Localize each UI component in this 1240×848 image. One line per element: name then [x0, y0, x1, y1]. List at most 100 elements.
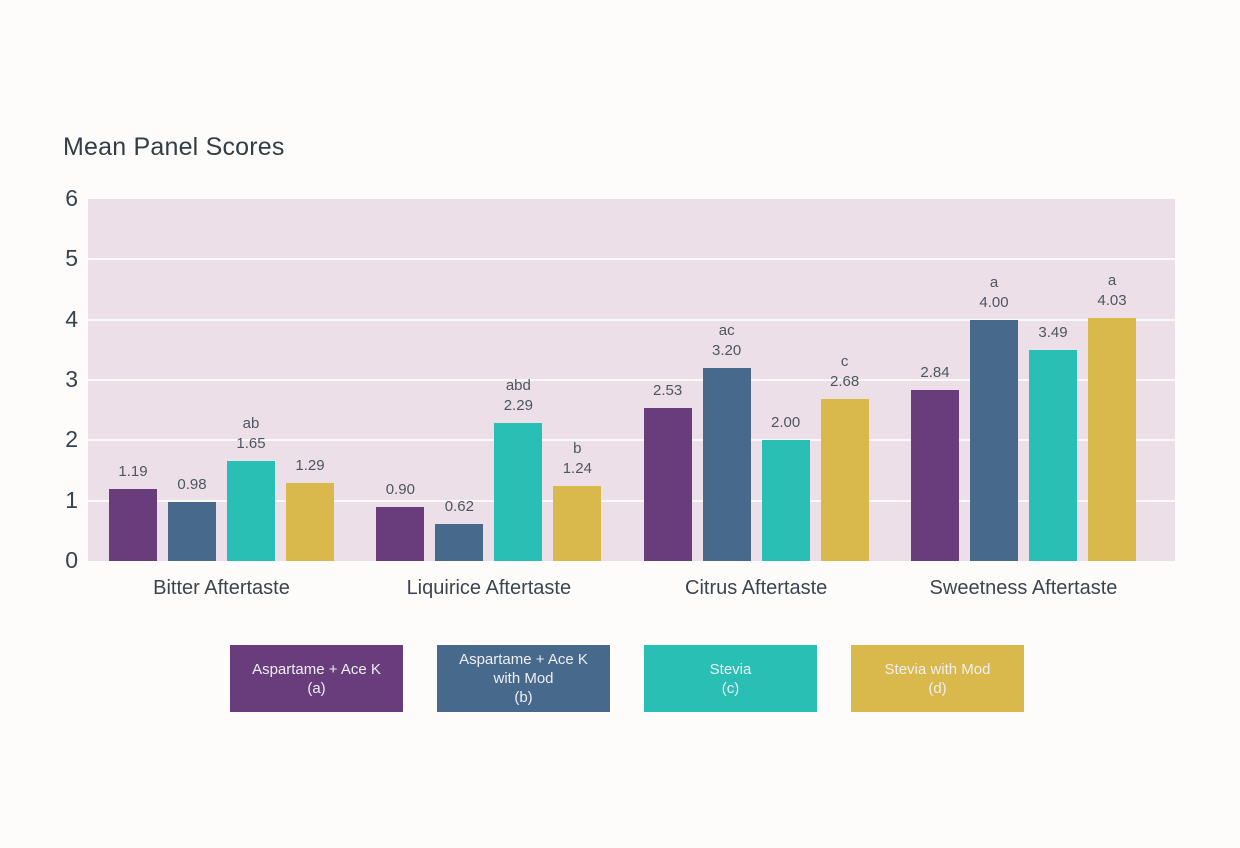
bar-value-label: ac 3.20 — [667, 321, 787, 361]
significance-letters: a — [989, 273, 999, 291]
significance-letters: b — [573, 440, 582, 458]
bar-value: 1.19 — [118, 463, 148, 481]
bar — [1087, 317, 1136, 561]
chart-title: Mean Panel Scores — [63, 133, 285, 161]
category-label: Sweetness Aftertaste — [929, 577, 1118, 599]
bar-slot: 3.49 — [1028, 324, 1077, 561]
y-tick-label: 1 — [65, 486, 78, 513]
y-tick-label: 5 — [65, 245, 78, 272]
bar-slot: 0.98 — [168, 476, 216, 561]
bar-slot: ac 3.20 — [702, 322, 751, 561]
bar-value-label: 2.53 — [608, 381, 728, 401]
legend-item-label: (d) — [928, 679, 947, 697]
bar-slot: 0.90 — [376, 481, 425, 561]
bar-value: 2.53 — [653, 382, 683, 400]
gridline — [88, 439, 1175, 442]
significance-letters: abd — [505, 376, 531, 394]
bar-slot: 0.62 — [435, 498, 484, 561]
significance-letters: ac — [718, 321, 735, 339]
bar-value: 1.65 — [236, 435, 266, 453]
significance-letters: a — [1107, 271, 1117, 289]
bar-value: 2.68 — [830, 373, 860, 391]
bar-slot: a 4.03 — [1087, 272, 1136, 561]
bar-value-label: b 1.24 — [517, 439, 637, 479]
legend-item-label: (c) — [721, 679, 740, 697]
bar-value-label: a 4.03 — [1052, 271, 1172, 311]
bar-value-label: a 4.00 — [934, 273, 1054, 313]
bar-value: 0.98 — [177, 475, 207, 493]
bar-value-label: 0.98 — [132, 475, 252, 495]
bar-value: 1.24 — [562, 460, 592, 478]
bar-slot: 2.84 — [910, 364, 959, 561]
legend-item-label: Stevia with Mod — [884, 660, 991, 678]
bar — [761, 440, 810, 561]
legend-item: Stevia (c) — [644, 645, 817, 712]
gridline — [88, 379, 1175, 381]
gridline — [88, 318, 1175, 321]
bar — [910, 389, 959, 561]
legend-item-label: Aspartame + Ace K — [459, 651, 588, 668]
bar — [643, 408, 692, 561]
gridline — [88, 258, 1175, 261]
bar-group: 2.84 a 4.00 3.49 a 4.03 Sweetness Aftertaste — [910, 199, 1136, 599]
bar-value-label: 2.84 — [875, 363, 995, 383]
gridline — [88, 499, 1175, 502]
bar-value: 3.20 — [712, 341, 742, 359]
legend-item: Stevia with Mod (d) — [851, 645, 1024, 712]
bar — [168, 501, 216, 561]
legend-item: Aspartame + Ace K with Mod (b) — [437, 645, 610, 712]
bar-value: 0.62 — [444, 497, 474, 515]
bar-group: 0.90 0.62 abd 2.29 b 1.24 Liquirice Aftertaste — [376, 199, 602, 599]
category-label: Citrus Aftertaste — [685, 577, 828, 599]
bar — [820, 399, 869, 561]
bar-slot: 1.29 — [286, 457, 334, 561]
bar-slot: b 1.24 — [553, 440, 602, 561]
bar-value-label: abd 2.29 — [458, 376, 578, 416]
bar-slot: 2.00 — [761, 414, 810, 561]
y-tick-label: 3 — [65, 366, 78, 392]
legend-item-label: with Mod — [493, 670, 554, 687]
bar-slot: ab 1.65 — [227, 415, 275, 561]
legend-item-label: (a) — [307, 679, 326, 697]
bar-value: 4.00 — [979, 293, 1009, 311]
bar — [553, 486, 602, 561]
legend-item-label: Stevia — [709, 660, 752, 678]
bar-value-label: 1.29 — [250, 456, 370, 476]
category-label: Bitter Aftertaste — [153, 577, 290, 599]
bar-value-label: ab 1.65 — [191, 414, 311, 454]
bar — [227, 461, 275, 561]
bar-value-label: 0.62 — [399, 497, 519, 517]
bar-value: 3.49 — [1038, 324, 1068, 342]
bar-slot: 1.19 — [109, 463, 157, 561]
bar-group: 1.19 0.98 ab 1.65 1.29 Bitter Aftertaste — [109, 199, 334, 599]
legend-item: Aspartame + Ace K (a) — [230, 645, 403, 712]
bar-value-label: 1.19 — [73, 462, 193, 482]
bar-value-label: 2.00 — [726, 413, 846, 433]
y-tick-label: 0 — [65, 547, 78, 573]
bar-groups: 1.19 0.98 ab 1.65 1.29 Bitter Aftertaste 0.90 0… — [88, 199, 1175, 599]
significance-letters: ab — [242, 415, 260, 433]
bar-value-label: c 2.68 — [785, 352, 905, 392]
bar-value-label: 3.49 — [993, 323, 1113, 343]
category-label: Liquirice Aftertaste — [406, 577, 572, 599]
bar-slot: a 4.00 — [969, 274, 1018, 561]
bar — [494, 422, 543, 561]
bar-slot: abd 2.29 — [494, 377, 543, 561]
y-tick-label: 6 — [65, 185, 78, 211]
bar-value: 2.84 — [920, 363, 950, 381]
bar-slot: 2.53 — [643, 382, 692, 561]
bar — [376, 506, 425, 561]
y-tick-label: 4 — [65, 305, 78, 332]
legend-item-label: Aspartame + Ace K — [252, 660, 381, 678]
bar-value: 1.29 — [295, 457, 325, 475]
bar-group: 2.53 ac 3.20 2.00 c 2.68 Citrus Aftertaste — [643, 199, 869, 599]
bar-value: 2.29 — [503, 396, 533, 414]
bar-value-label: 0.90 — [340, 480, 460, 500]
bar-value: 0.90 — [385, 480, 415, 498]
bar-value: 4.03 — [1097, 291, 1127, 309]
bar — [435, 523, 484, 561]
bar — [286, 483, 334, 561]
